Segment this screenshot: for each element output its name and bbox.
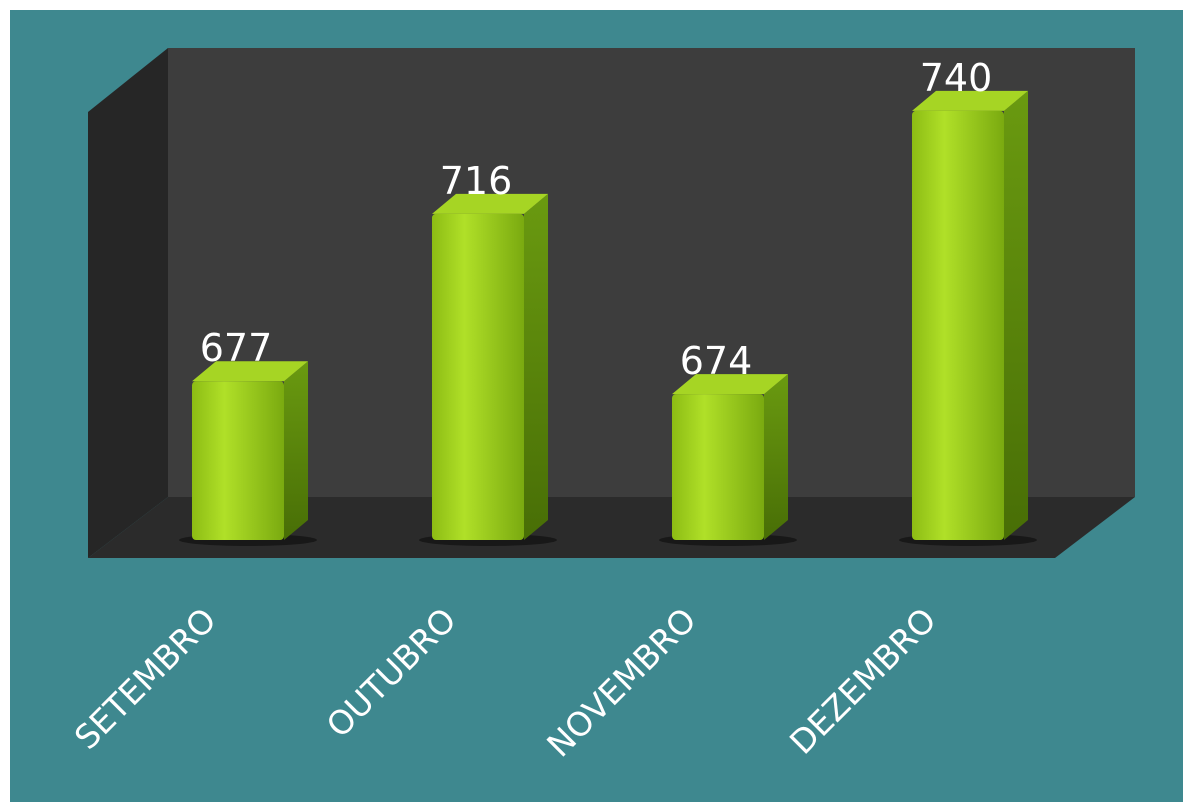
- bar: [912, 110, 1004, 540]
- data-label: 677: [200, 326, 273, 370]
- data-label: 740: [920, 56, 993, 100]
- data-label: 716: [440, 159, 513, 203]
- bar-top: [672, 374, 788, 395]
- bar-side: [524, 193, 548, 540]
- floor: [88, 497, 1135, 558]
- data-label: 674: [680, 339, 753, 383]
- bar: [672, 394, 764, 540]
- bar-top: [432, 193, 548, 214]
- bar: [192, 381, 284, 540]
- bar-top: [912, 90, 1028, 111]
- bar: [432, 213, 524, 540]
- side-wall: [88, 48, 168, 558]
- bar-side: [284, 361, 308, 540]
- bar-side: [1004, 90, 1028, 540]
- bar-side: [764, 374, 788, 540]
- bar-top: [192, 361, 308, 382]
